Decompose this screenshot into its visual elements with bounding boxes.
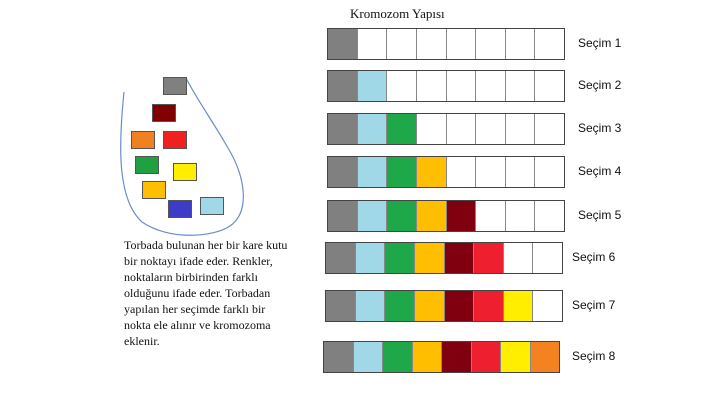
- gene-cell: [328, 71, 358, 101]
- gene-cell: [503, 243, 534, 273]
- bag-point-box: [163, 131, 187, 149]
- gene-cell: [474, 243, 504, 273]
- chromosome-row: [325, 242, 563, 274]
- bag-point-box: [152, 104, 176, 122]
- gene-cell: [328, 157, 358, 187]
- gene-cell: [383, 342, 413, 372]
- gene-cell: [387, 71, 417, 101]
- gene-cell: [357, 71, 388, 101]
- bag-point-box: [131, 131, 155, 149]
- gene-cell: [446, 114, 477, 144]
- gene-cell: [446, 71, 477, 101]
- gene-cell: [355, 243, 386, 273]
- bag-point-box: [163, 77, 187, 95]
- gene-cell: [416, 71, 447, 101]
- gene-cell: [503, 291, 534, 321]
- gene-cell: [444, 291, 475, 321]
- chromosome-row: [327, 28, 565, 60]
- chromosome-row: [327, 70, 565, 102]
- gene-cell: [476, 114, 506, 144]
- gene-cell: [416, 201, 447, 231]
- gene-cell: [530, 342, 559, 372]
- gene-cell: [533, 291, 562, 321]
- gene-cell: [535, 71, 564, 101]
- gene-cell: [414, 243, 445, 273]
- bag-point-box: [173, 163, 197, 181]
- bag-point-box: [142, 181, 166, 199]
- chromosome-row: [327, 200, 565, 232]
- gene-cell: [474, 291, 504, 321]
- gene-cell: [476, 157, 506, 187]
- gene-cell: [446, 201, 477, 231]
- gene-cell: [387, 29, 417, 59]
- gene-cell: [505, 157, 536, 187]
- gene-cell: [476, 29, 506, 59]
- selection-label: Seçim 2: [578, 78, 622, 92]
- gene-cell: [387, 157, 417, 187]
- gene-cell: [535, 114, 564, 144]
- gene-cell: [385, 243, 415, 273]
- selection-label: Seçim 5: [578, 208, 622, 222]
- gene-cell: [446, 157, 477, 187]
- gene-cell: [444, 243, 475, 273]
- gene-cell: [471, 342, 501, 372]
- gene-cell: [505, 201, 536, 231]
- gene-cell: [535, 29, 564, 59]
- diagram-title: Kromozom Yapısı: [350, 6, 445, 21]
- gene-cell: [501, 342, 531, 372]
- chromosome-row: [327, 156, 565, 188]
- gene-cell: [387, 201, 417, 231]
- gene-cell: [535, 201, 564, 231]
- gene-cell: [385, 291, 415, 321]
- gene-cell: [357, 201, 388, 231]
- gene-cell: [357, 114, 388, 144]
- bag-point-box: [168, 200, 192, 218]
- gene-cell: [505, 71, 536, 101]
- gene-cell: [324, 342, 354, 372]
- gene-cell: [326, 291, 356, 321]
- gene-cell: [414, 291, 445, 321]
- gene-cell: [355, 291, 386, 321]
- bag-point-box: [135, 156, 159, 174]
- gene-cell: [416, 29, 447, 59]
- chromosome-row: [323, 341, 560, 373]
- selection-label: Seçim 6: [572, 250, 616, 264]
- selection-label: Seçim 4: [578, 164, 622, 178]
- gene-cell: [328, 201, 358, 231]
- gene-cell: [326, 243, 356, 273]
- gene-cell: [357, 157, 388, 187]
- selection-label: Seçim 3: [578, 121, 622, 135]
- gene-cell: [353, 342, 383, 372]
- selection-label: Seçim 7: [572, 298, 616, 312]
- gene-cell: [328, 29, 358, 59]
- gene-cell: [416, 157, 447, 187]
- gene-cell: [416, 114, 447, 144]
- gene-cell: [328, 114, 358, 144]
- gene-cell: [357, 29, 388, 59]
- gene-cell: [505, 114, 536, 144]
- gene-cell: [505, 29, 536, 59]
- bag-description: Torbada bulunan her bir kare kutu bir no…: [124, 238, 288, 348]
- gene-cell: [446, 29, 477, 59]
- gene-cell: [533, 243, 562, 273]
- gene-cell: [412, 342, 442, 372]
- gene-cell: [387, 114, 417, 144]
- chromosome-row: [327, 113, 565, 145]
- chromosome-row: [325, 290, 563, 322]
- gene-cell: [476, 201, 506, 231]
- selection-label: Seçim 8: [572, 349, 616, 363]
- selection-label: Seçim 1: [578, 36, 622, 50]
- bag-point-box: [200, 197, 224, 215]
- gene-cell: [476, 71, 506, 101]
- gene-cell: [535, 157, 564, 187]
- gene-cell: [442, 342, 472, 372]
